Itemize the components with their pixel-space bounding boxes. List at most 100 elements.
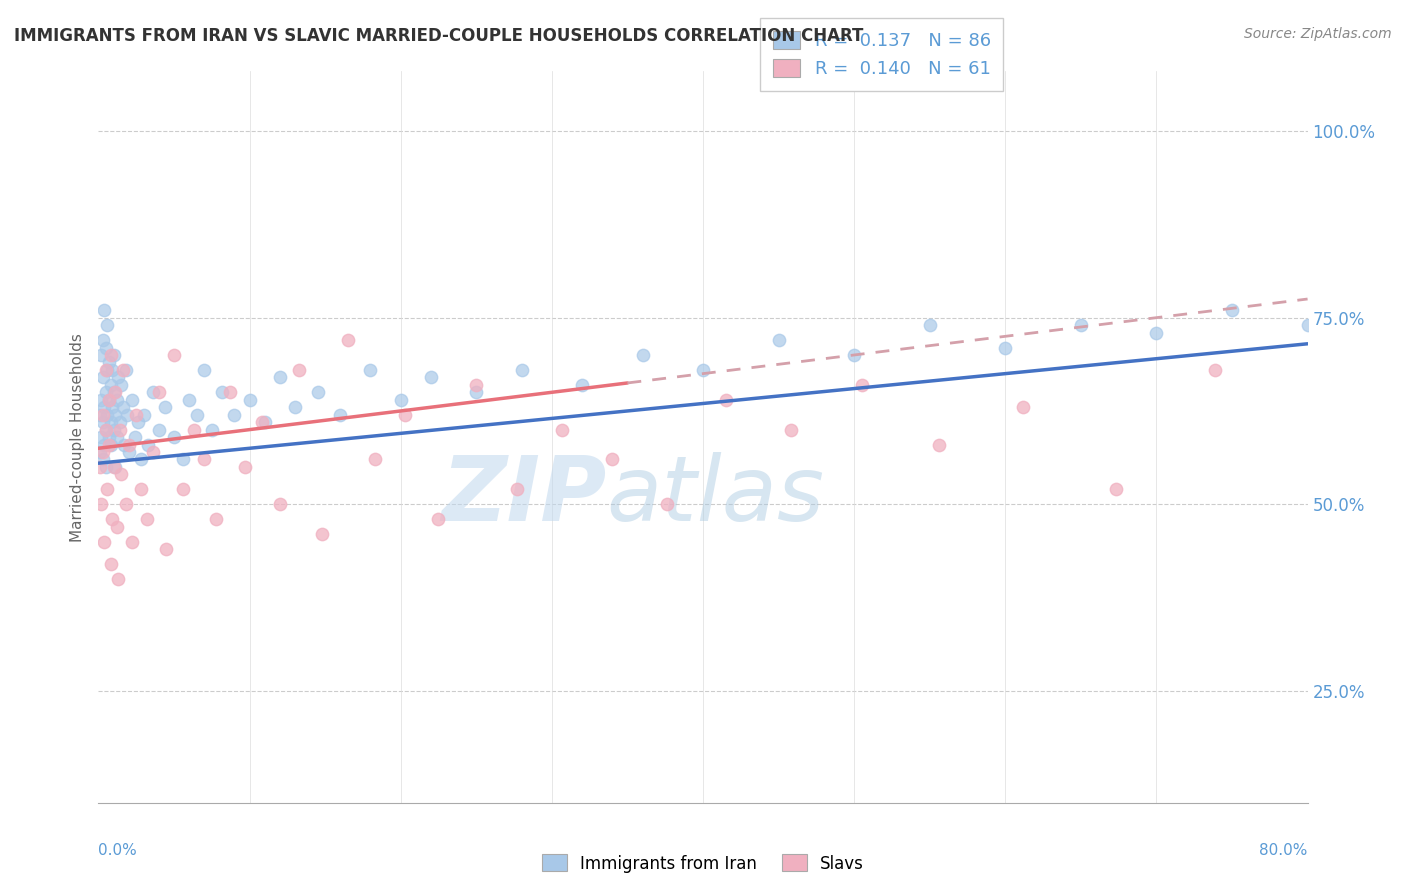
Point bbox=[311, 527, 333, 541]
Point bbox=[103, 423, 125, 437]
Point bbox=[148, 423, 170, 437]
Point bbox=[193, 452, 215, 467]
Point bbox=[98, 392, 121, 407]
Point bbox=[98, 355, 121, 369]
Point bbox=[136, 437, 159, 451]
Point bbox=[100, 348, 122, 362]
Point bbox=[129, 483, 152, 497]
Point bbox=[571, 377, 593, 392]
Point bbox=[336, 333, 359, 347]
Point bbox=[90, 392, 112, 407]
Point bbox=[211, 385, 233, 400]
Point bbox=[103, 385, 125, 400]
Point bbox=[118, 445, 141, 459]
Point bbox=[103, 348, 125, 362]
Point bbox=[94, 423, 117, 437]
Point bbox=[307, 385, 329, 400]
Point bbox=[90, 497, 112, 511]
Point bbox=[918, 318, 941, 332]
Legend: R =  0.137   N = 86, R =  0.140   N = 61: R = 0.137 N = 86, R = 0.140 N = 61 bbox=[761, 18, 1004, 91]
Y-axis label: Married-couple Households: Married-couple Households bbox=[69, 333, 84, 541]
Point bbox=[112, 437, 135, 451]
Point bbox=[94, 423, 117, 437]
Point bbox=[1296, 318, 1319, 332]
Point bbox=[110, 377, 132, 392]
Point bbox=[100, 377, 122, 392]
Point bbox=[692, 363, 714, 377]
Legend: Immigrants from Iran, Slavs: Immigrants from Iran, Slavs bbox=[536, 847, 870, 880]
Point bbox=[105, 392, 128, 407]
Point bbox=[928, 437, 950, 451]
Point bbox=[93, 303, 115, 318]
Point bbox=[89, 408, 111, 422]
Point bbox=[465, 377, 488, 392]
Point bbox=[201, 423, 224, 437]
Point bbox=[205, 512, 228, 526]
Point bbox=[118, 437, 141, 451]
Point bbox=[114, 363, 136, 377]
Point bbox=[91, 333, 114, 347]
Text: IMMIGRANTS FROM IRAN VS SLAVIC MARRIED-COUPLE HOUSEHOLDS CORRELATION CHART: IMMIGRANTS FROM IRAN VS SLAVIC MARRIED-C… bbox=[14, 27, 863, 45]
Point bbox=[104, 408, 127, 422]
Point bbox=[768, 333, 790, 347]
Point bbox=[153, 401, 176, 415]
Text: ZIP: ZIP bbox=[441, 451, 606, 540]
Point bbox=[107, 370, 129, 384]
Point bbox=[655, 497, 678, 511]
Point bbox=[269, 497, 291, 511]
Point bbox=[105, 519, 128, 533]
Point bbox=[104, 459, 127, 474]
Point bbox=[96, 483, 118, 497]
Point bbox=[108, 423, 131, 437]
Point bbox=[98, 430, 121, 444]
Point bbox=[93, 534, 115, 549]
Point bbox=[1104, 483, 1126, 497]
Point bbox=[111, 363, 134, 377]
Point bbox=[135, 512, 157, 526]
Point bbox=[105, 430, 128, 444]
Point bbox=[1070, 318, 1092, 332]
Point bbox=[91, 408, 114, 422]
Point bbox=[110, 467, 132, 482]
Point bbox=[269, 370, 291, 384]
Point bbox=[631, 348, 654, 362]
Point bbox=[114, 497, 136, 511]
Point bbox=[101, 512, 124, 526]
Point bbox=[1312, 445, 1334, 459]
Point bbox=[108, 415, 131, 429]
Point bbox=[107, 572, 129, 586]
Point bbox=[427, 512, 450, 526]
Point bbox=[163, 348, 186, 362]
Point bbox=[179, 392, 201, 407]
Point bbox=[219, 385, 242, 400]
Point bbox=[89, 459, 111, 474]
Point bbox=[994, 341, 1017, 355]
Point bbox=[250, 415, 273, 429]
Point bbox=[100, 437, 122, 451]
Point bbox=[155, 542, 177, 557]
Point bbox=[111, 401, 134, 415]
Point bbox=[91, 445, 114, 459]
Point bbox=[1220, 303, 1243, 318]
Point bbox=[779, 423, 801, 437]
Point bbox=[602, 452, 624, 467]
Point bbox=[288, 363, 311, 377]
Point bbox=[148, 385, 170, 400]
Point bbox=[121, 392, 143, 407]
Point bbox=[90, 348, 112, 362]
Point bbox=[124, 430, 146, 444]
Point bbox=[172, 452, 194, 467]
Text: Source: ZipAtlas.com: Source: ZipAtlas.com bbox=[1244, 27, 1392, 41]
Point bbox=[364, 452, 387, 467]
Point bbox=[96, 408, 118, 422]
Point bbox=[193, 363, 215, 377]
Point bbox=[101, 363, 124, 377]
Point bbox=[103, 459, 125, 474]
Point bbox=[360, 363, 382, 377]
Point bbox=[510, 363, 533, 377]
Point bbox=[93, 437, 115, 451]
Point bbox=[224, 408, 246, 422]
Point bbox=[506, 483, 529, 497]
Point bbox=[104, 385, 127, 400]
Text: 80.0%: 80.0% bbox=[1260, 843, 1308, 858]
